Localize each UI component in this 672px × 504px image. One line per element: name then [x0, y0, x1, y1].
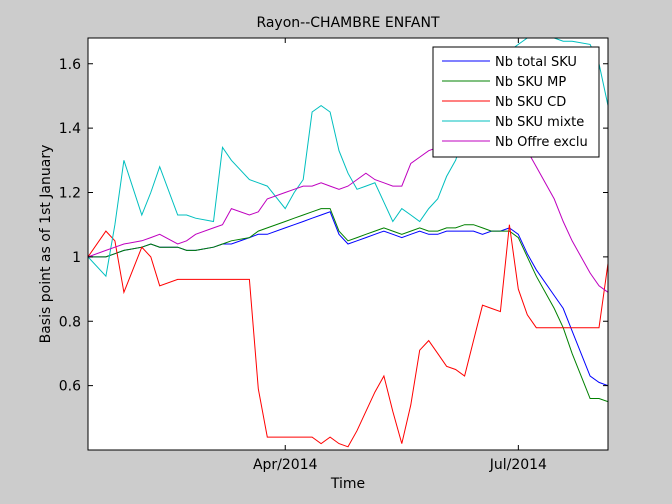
legend-label: Nb total SKU — [495, 55, 577, 70]
legend-label: Nb Offre exclu — [495, 135, 588, 150]
y-tick-label: 0.8 — [59, 314, 81, 330]
plot-frame — [87, 37, 609, 451]
y-axis-label: Basis point as of 1st January — [38, 145, 54, 344]
x-axis-label: Time — [330, 476, 365, 492]
x-tick-label: Apr/2014 — [253, 457, 318, 473]
chart-title: Rayon--CHAMBRE ENFANT — [256, 15, 440, 31]
y-tick-label: 1.6 — [59, 57, 81, 73]
series-line-2 — [88, 224, 608, 448]
series-line-1 — [88, 208, 608, 403]
x-tick-label: Jul/2014 — [489, 457, 547, 473]
axis-ticks: 0.6 0.8 1 1.2 1.4 1.6 Apr/2014 Jul/2014 — [59, 38, 608, 473]
legend-box — [432, 46, 600, 158]
y-tick-label: 1.2 — [59, 186, 81, 202]
y-tick-label: 1.4 — [59, 121, 81, 137]
legend-label: Nb SKU MP — [495, 75, 566, 90]
legend-label: Nb SKU mixte — [495, 115, 584, 130]
legend: Nb total SKU Nb SKU MP Nb SKU CD Nb SKU mix… — [432, 46, 600, 158]
y-tick-label: 0.6 — [59, 379, 81, 395]
y-tick-label: 1 — [72, 250, 81, 266]
legend-label: Nb SKU CD — [495, 95, 566, 110]
